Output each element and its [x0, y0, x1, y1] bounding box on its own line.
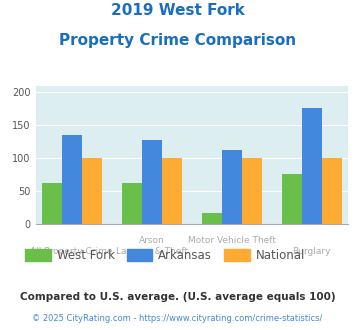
Text: © 2025 CityRating.com - https://www.cityrating.com/crime-statistics/: © 2025 CityRating.com - https://www.city…	[32, 314, 323, 323]
Text: All Property Crime: All Property Crime	[30, 248, 113, 256]
Bar	[202, 213, 222, 224]
Bar	[282, 174, 302, 224]
Bar	[142, 140, 162, 224]
Bar	[222, 150, 242, 224]
Bar	[162, 158, 182, 224]
Bar	[42, 183, 61, 224]
Legend: West Fork, Arkansas, National: West Fork, Arkansas, National	[20, 244, 310, 266]
Text: Burglary: Burglary	[293, 248, 331, 256]
Bar	[302, 108, 322, 224]
Text: Arson: Arson	[139, 236, 164, 245]
Text: Property Crime Comparison: Property Crime Comparison	[59, 33, 296, 48]
Bar	[61, 135, 82, 224]
Text: Motor Vehicle Theft: Motor Vehicle Theft	[188, 236, 276, 245]
Text: Compared to U.S. average. (U.S. average equals 100): Compared to U.S. average. (U.S. average …	[20, 292, 335, 302]
Bar	[322, 158, 342, 224]
Text: 2019 West Fork: 2019 West Fork	[110, 3, 245, 18]
Bar	[122, 183, 142, 224]
Text: Larceny & Theft: Larceny & Theft	[116, 248, 188, 256]
Bar	[242, 158, 262, 224]
Bar	[82, 158, 102, 224]
